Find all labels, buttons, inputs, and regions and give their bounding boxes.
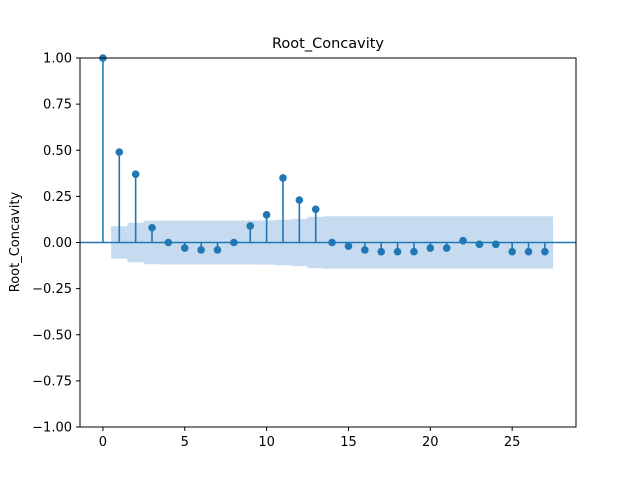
x-tick-label: 10 [258,435,275,450]
acf-point [148,223,156,232]
x-tick-label: 15 [340,435,357,450]
acf-point [180,244,189,252]
acf-point [197,246,205,254]
x-tick-label: 20 [422,435,439,450]
acf-point [410,247,418,256]
acf-point [328,238,336,247]
y-tick-label: 0.25 [43,190,72,205]
acf-point [246,222,255,230]
acf-point [344,242,353,250]
acf-point [131,170,140,179]
y-tick-label: 0.50 [43,144,72,159]
acf-point [213,246,222,254]
acf-point [442,244,451,252]
ticks-layer: 0 5 10 15 20 25 −1.00 −0.75 −0.50 −0.25 0.00 0.25 0.… [32,52,520,451]
x-tick-label: 5 [181,435,189,450]
y-tick-label: −1.00 [32,421,72,436]
acf-point [295,196,304,204]
acf-point [279,174,287,182]
acf-point [393,247,402,256]
acf-point [361,246,369,254]
chart-title: Root_Concavity [272,36,384,52]
y-tick-label: −0.75 [32,374,72,389]
acf-point [377,247,386,256]
stems-layer [99,54,549,256]
y-axis-label: Root_Concavity [8,191,23,292]
acf-point [508,247,516,256]
acf-point [262,211,271,219]
acf-point [541,247,549,256]
y-tick-label: −0.25 [32,282,72,297]
acf-point [491,240,500,249]
acf-point [164,238,173,247]
acf-point [475,240,484,249]
acf-point [524,247,533,256]
y-tick-label: 1.00 [43,52,72,67]
x-tick-label: 25 [504,435,521,450]
acf-point [426,244,435,252]
acf-point [459,236,467,245]
x-tick-label: 0 [99,435,107,450]
acf-point [115,148,124,156]
y-tick-label: 0.75 [43,98,72,113]
acf-point [230,238,238,247]
y-tick-label: 0.00 [43,236,72,251]
acf-point [311,205,320,214]
y-tick-label: −0.50 [32,328,72,343]
